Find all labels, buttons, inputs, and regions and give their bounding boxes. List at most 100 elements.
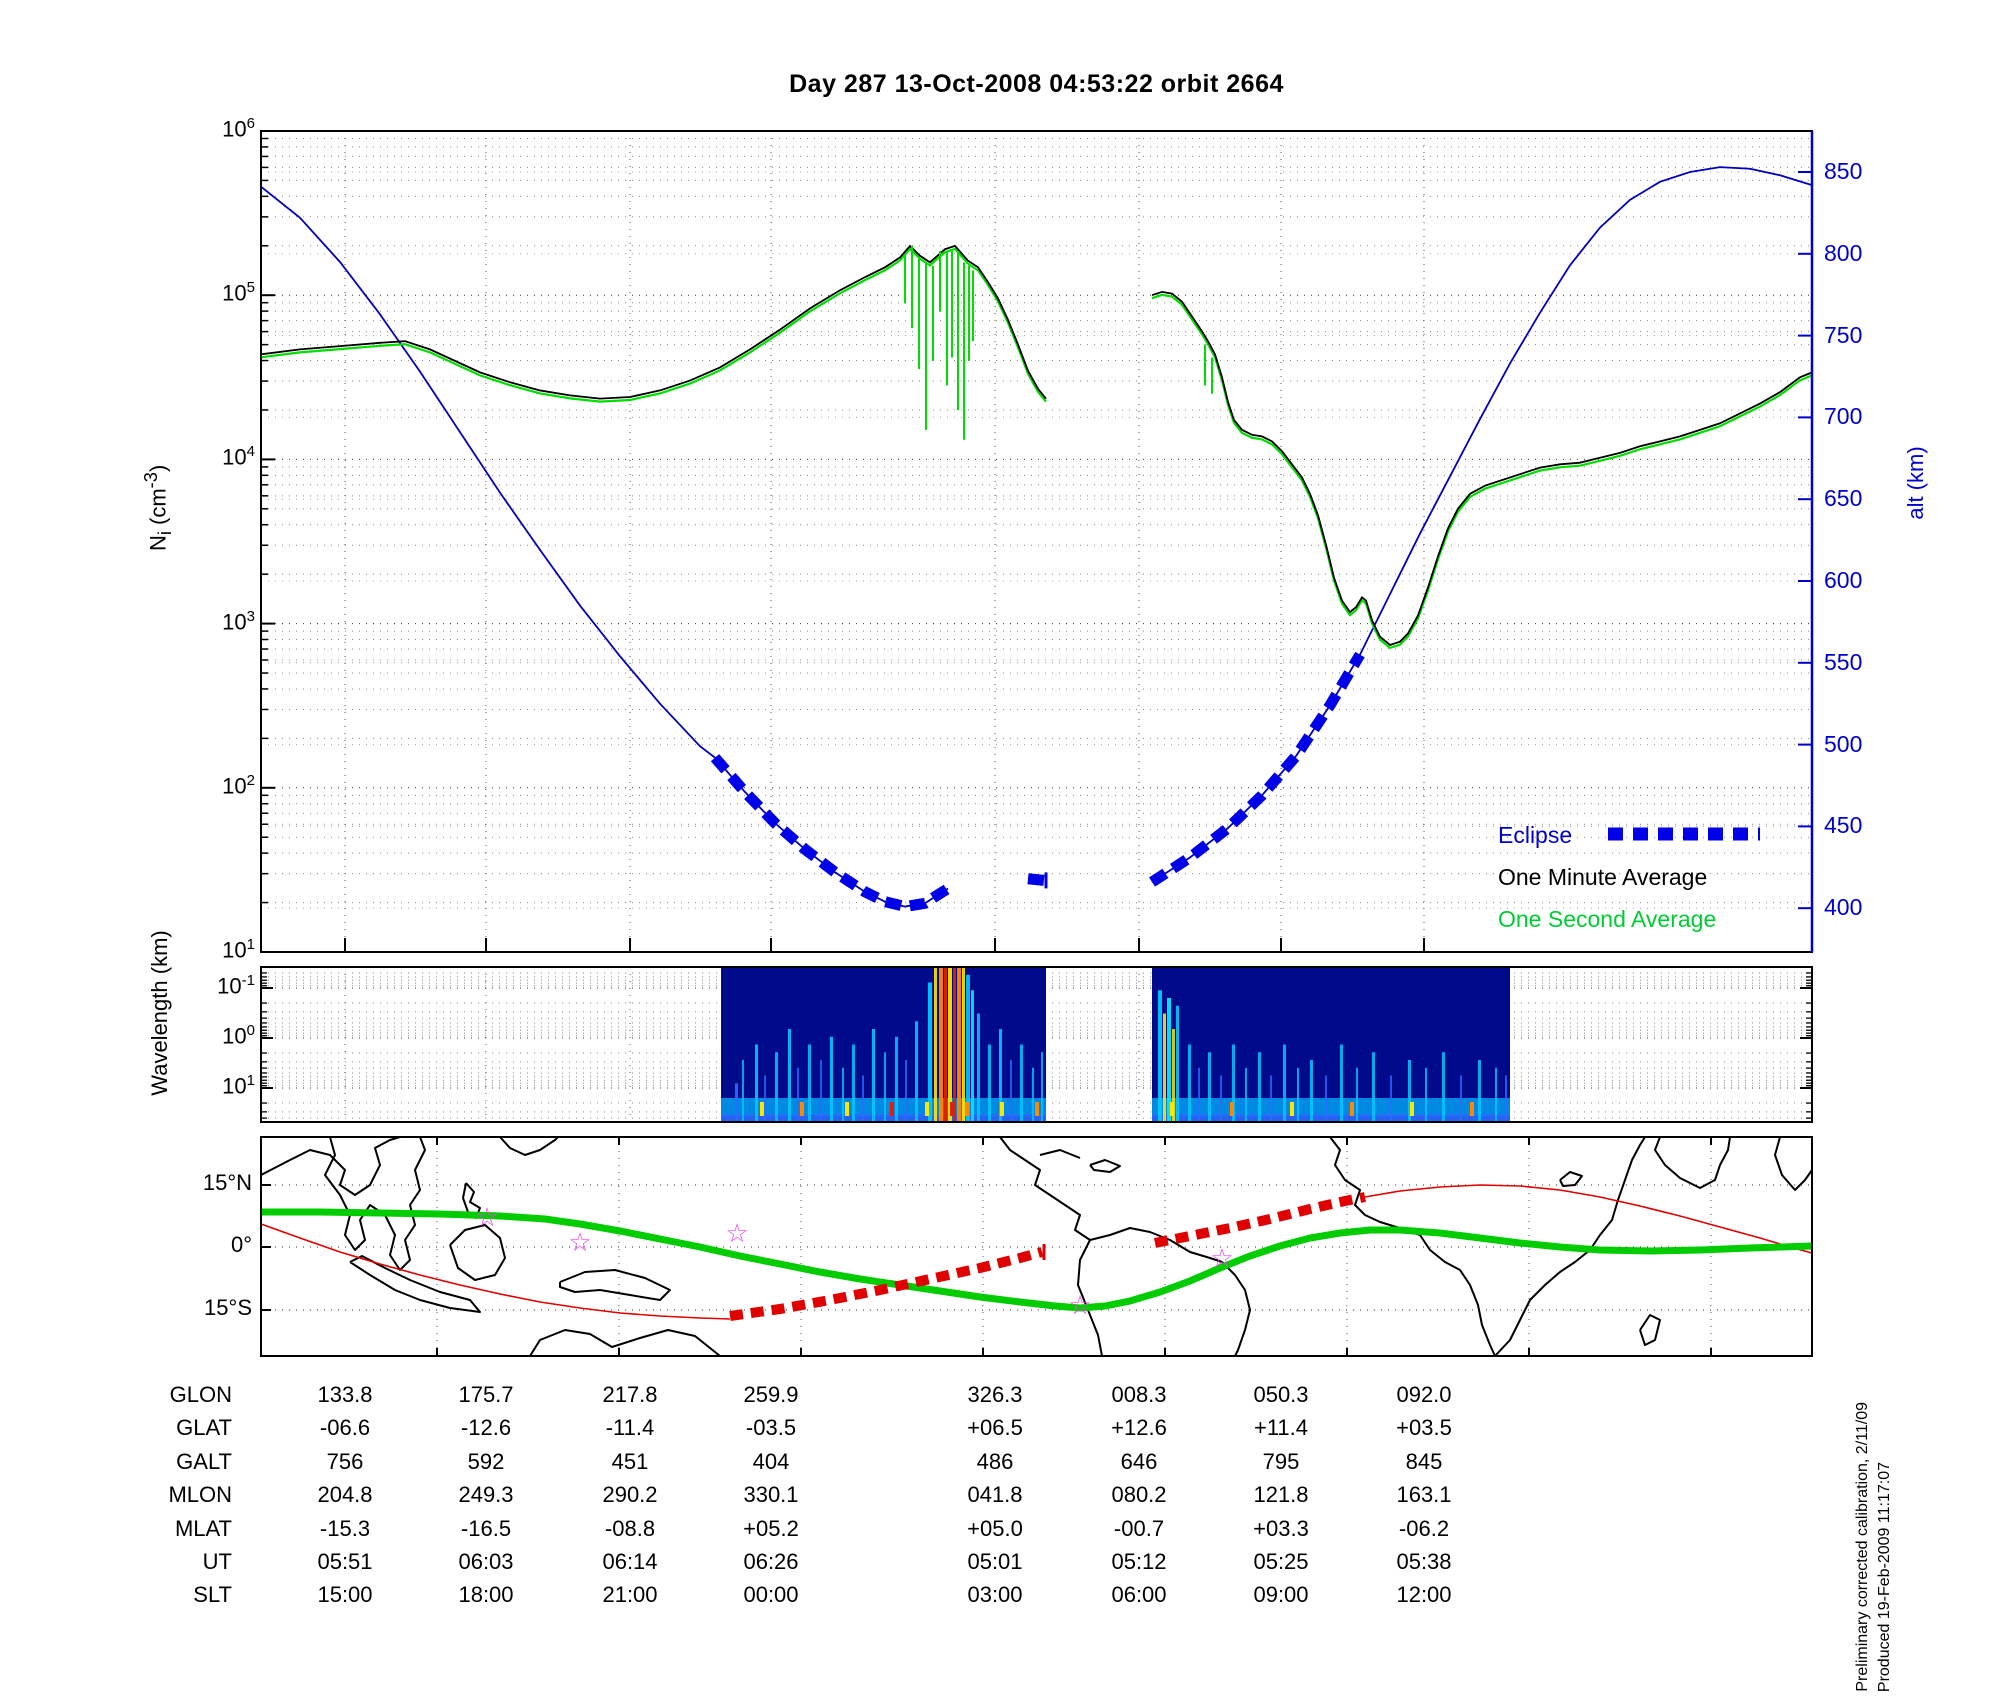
- density-tick-label: 106: [222, 115, 255, 142]
- table-cell: 756: [326, 1448, 364, 1474]
- spectrogram-hot-tick: [1470, 1102, 1474, 1116]
- spectrogram-streak: [988, 1044, 991, 1122]
- spectrogram-hot-tick: [950, 1102, 954, 1116]
- map-magnetic-track-left: [260, 1223, 731, 1320]
- table-cell: 121.8: [1253, 1482, 1309, 1508]
- spectrogram-streak: [944, 967, 947, 1122]
- table-cell: 092.0: [1396, 1382, 1452, 1407]
- spectrogram-streak: [962, 967, 965, 1122]
- table-cell: 249.3: [458, 1482, 514, 1508]
- altitude-tick-label: 850: [1824, 158, 1863, 184]
- spectrogram-streak: [957, 967, 961, 1122]
- spectrogram-hot-tick: [1410, 1102, 1414, 1116]
- map-coastline: [1639, 1314, 1661, 1346]
- map-eclipse-dashes-1: [729, 1247, 1044, 1321]
- table-cell: 05:38: [1396, 1549, 1452, 1574]
- spectrogram-streak: [1505, 1075, 1507, 1122]
- spectrogram-streak: [905, 1060, 907, 1122]
- spectrogram-streak: [1245, 1067, 1247, 1122]
- table-row-label: UT: [202, 1549, 232, 1574]
- spectrogram-streak: [1032, 1067, 1034, 1122]
- spectrogram-streak: [895, 1036, 898, 1122]
- spectrogram-streak: [755, 1044, 758, 1122]
- spectrogram-streak: [1176, 1005, 1179, 1122]
- table-cell: 09:00: [1253, 1582, 1309, 1608]
- table-cell: 217.8: [602, 1382, 658, 1407]
- altitude-axis-label: alt (km): [1903, 446, 1928, 520]
- eclipse-lone-dash: [1027, 873, 1045, 886]
- spectrogram-hot-tick: [1230, 1102, 1234, 1116]
- spectrogram-streak: [742, 1060, 744, 1122]
- map-coastline: [349, 1255, 481, 1313]
- spectrogram-hot-tick: [1290, 1102, 1294, 1116]
- table-cell: 05:01: [967, 1549, 1023, 1574]
- spectrogram-hot-tick: [1350, 1102, 1354, 1116]
- map-coastline: [1089, 1159, 1121, 1173]
- map-coastline: [449, 1224, 506, 1281]
- spectrogram-streak: [1188, 1044, 1191, 1122]
- map-coastline: [1089, 1227, 1251, 1357]
- map-lat-label: 15°N: [202, 1170, 252, 1195]
- spectrogram-streak: [1460, 1075, 1462, 1122]
- spectrogram-streak: [1020, 1044, 1023, 1122]
- spectrogram-streak: [764, 1075, 766, 1122]
- spectrogram-hot-tick: [760, 1102, 764, 1116]
- table-cell: +06.5: [967, 1415, 1023, 1441]
- spectrogram-streak: [1232, 1044, 1235, 1122]
- table-cell: 592: [467, 1448, 505, 1474]
- table-cell: 03:00: [967, 1582, 1023, 1608]
- map-coastline: [1039, 1149, 1081, 1159]
- density-tick-label: 105: [222, 279, 255, 306]
- table-cell: -03.5: [745, 1415, 797, 1441]
- wavelength-tick-label: 101: [222, 1072, 255, 1099]
- spectrogram-streak: [1442, 1052, 1445, 1122]
- spectrogram-streak: [1408, 1060, 1411, 1122]
- table-cell: 204.8: [317, 1482, 373, 1508]
- spectrogram-streak: [1495, 1067, 1497, 1122]
- spectrogram-streak: [1220, 1075, 1222, 1122]
- spectrogram-hot-tick: [845, 1102, 849, 1116]
- spectrogram-streak: [1356, 1067, 1358, 1122]
- density-tick-label: 101: [222, 936, 255, 963]
- spectrogram-bottom-band: [1152, 1098, 1510, 1116]
- table-row-label: SLT: [193, 1582, 232, 1608]
- page-title: Day 287 13-Oct-2008 04:53:22 orbit 2664: [789, 70, 1284, 98]
- table-cell: +05.0: [967, 1515, 1023, 1541]
- map-star-marker: ☆: [568, 1228, 591, 1258]
- table-row-label: GLAT: [176, 1415, 232, 1441]
- spectrogram-streak: [1198, 1067, 1200, 1122]
- map-eclipse-dashes-2: [1154, 1192, 1366, 1248]
- table-cell: -00.7: [1113, 1515, 1165, 1541]
- spectrogram-streak: [1258, 1052, 1261, 1122]
- table-cell: +03.5: [1396, 1415, 1452, 1441]
- altitude-tick-label: 700: [1824, 403, 1863, 430]
- spectrogram-hot-tick: [890, 1102, 894, 1116]
- table-cell: 163.1: [1396, 1482, 1452, 1508]
- spectrogram-streak: [1325, 1075, 1327, 1122]
- calibration-annotation: Preliminary corrected calibration, 2/11/…: [1854, 1402, 1871, 1692]
- table-cell: -12.6: [460, 1415, 512, 1441]
- map-coastline: [1329, 1136, 1496, 1357]
- spectrogram-streak: [928, 982, 932, 1122]
- spectrogram-bottom-strip: [721, 1114, 1046, 1122]
- map-coastline: [499, 1136, 559, 1156]
- table-cell: 259.9: [743, 1382, 799, 1407]
- table-row-label: MLAT: [174, 1515, 232, 1541]
- spectrogram-hot-tick: [965, 1102, 969, 1116]
- table-cell: 18:00: [458, 1582, 514, 1608]
- eclipse-dashes-b: [1149, 651, 1365, 887]
- table-row-label: GALT: [176, 1448, 232, 1474]
- map-coastline: [1077, 1239, 1103, 1357]
- table-cell: 05:51: [317, 1549, 373, 1574]
- map-coastline: [999, 1136, 1091, 1241]
- spectrogram-bottom-strip: [1152, 1114, 1510, 1122]
- map-coastline: [559, 1269, 671, 1301]
- spectrogram-hot-tick: [1035, 1102, 1039, 1116]
- spectrogram-streak: [1172, 1029, 1175, 1122]
- table-cell: 133.8: [317, 1382, 373, 1407]
- map-star-marker: ☆: [1210, 1244, 1233, 1274]
- spectrogram-streak: [735, 1083, 738, 1122]
- table-row-label: MLON: [168, 1482, 232, 1508]
- legend-one-second-label: One Second Average: [1498, 906, 1717, 932]
